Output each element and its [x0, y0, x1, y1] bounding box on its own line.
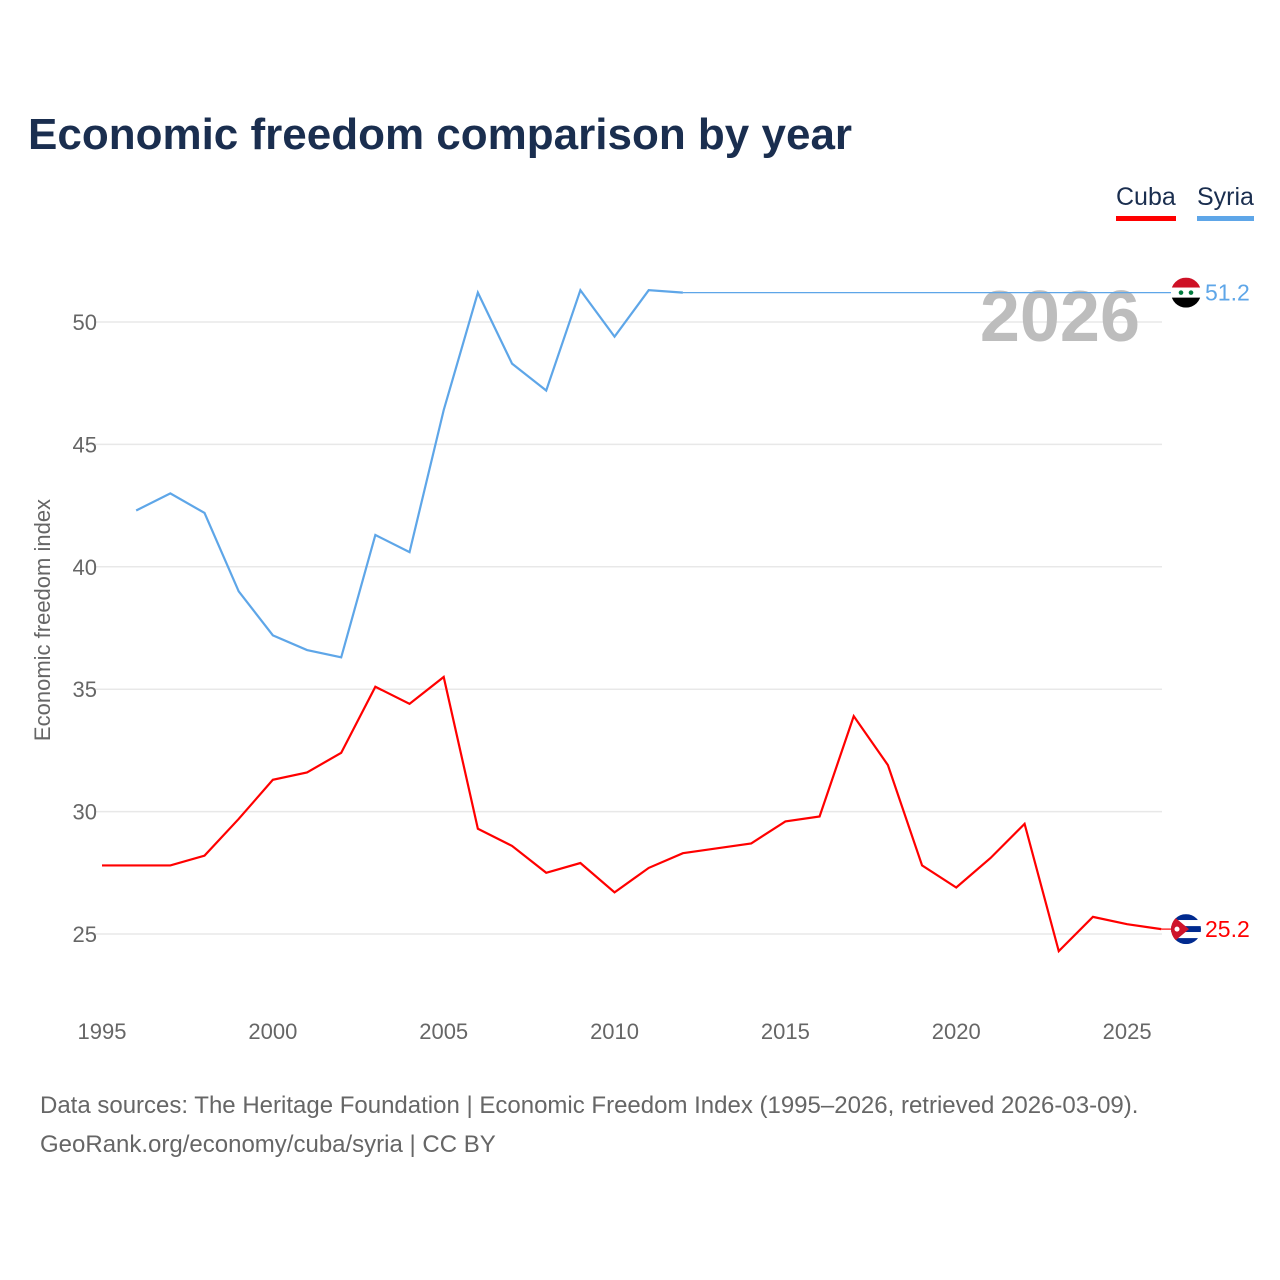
flag-cuba-icon	[1171, 914, 1201, 945]
y-tick-label: 45	[73, 432, 97, 457]
y-tick-label: 35	[73, 677, 97, 702]
end-value-label-syria: 51.2	[1205, 280, 1250, 306]
footer: Data sources: The Heritage Foundation | …	[40, 1086, 1138, 1164]
y-axis-label: Economic freedom index	[30, 499, 55, 741]
x-tick-label: 2015	[761, 1019, 810, 1044]
flag-syria-icon	[1171, 277, 1201, 308]
series-line-cuba	[102, 675, 1162, 954]
x-tick-label: 1995	[78, 1019, 127, 1044]
y-tick-label: 40	[73, 555, 97, 580]
legend-syria[interactable]: Syria	[1197, 183, 1254, 221]
y-tick-label: 50	[73, 310, 97, 335]
source-note: Data sources: The Heritage Foundation | …	[40, 1092, 1139, 1119]
x-tick-label: 2010	[590, 1019, 639, 1044]
y-tick-label: 25	[73, 922, 97, 947]
chart-title: Economic freedom comparison by year	[28, 110, 853, 159]
x-tick-label: 2025	[1103, 1019, 1152, 1044]
source-url: GeoRank.org/economy/cuba/syria | CC BY	[40, 1131, 496, 1158]
series-line-syria	[135, 287, 683, 659]
legend-cuba[interactable]: Cuba	[1116, 183, 1176, 221]
x-tick-label: 2005	[419, 1019, 468, 1044]
y-tick-label: 30	[73, 800, 97, 825]
x-tick-label: 2000	[248, 1019, 297, 1044]
end-value-label-cuba: 25.2	[1205, 916, 1250, 942]
year-watermark: 2026	[980, 277, 1140, 357]
x-tick-label: 2020	[932, 1019, 981, 1044]
